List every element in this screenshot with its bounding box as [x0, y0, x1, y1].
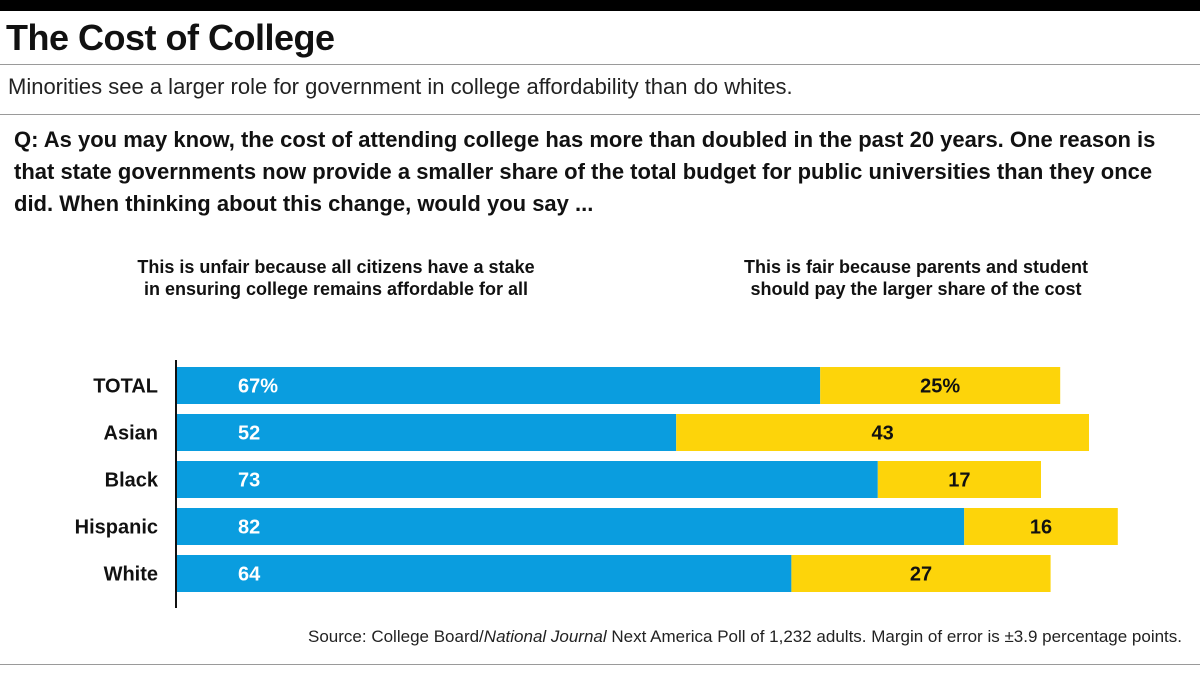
bar-unfair-hispanic [177, 508, 965, 545]
chart-subtitle: Minorities see a larger role for governm… [8, 74, 793, 99]
legend-unfair: This is unfair because all citizens have… [86, 256, 586, 300]
legend-fair-line-2: should pay the larger share of the cost [750, 279, 1082, 299]
legend-unfair-line-1: This is unfair because all citizens have… [137, 257, 535, 277]
survey-question: Q: As you may know, the cost of attendin… [14, 127, 1156, 216]
bar-fair-asian [676, 414, 1089, 451]
source-note: Source: College Board/National Journal N… [308, 626, 1182, 648]
category-label-white: White [104, 564, 158, 586]
subtitle-divider [0, 114, 1200, 115]
top-border-bar [0, 0, 1200, 11]
legend-unfair-line-2: in ensuring college remains affordable f… [143, 279, 529, 299]
bar-fair-hispanic [964, 508, 1118, 545]
bar-unfair-black [177, 461, 878, 498]
data-label-fair-white: 27 [910, 564, 932, 586]
source-publication: National Journal [483, 627, 607, 646]
data-label-fair-hispanic: 16 [1030, 517, 1052, 539]
data-label-unfair-asian: 52 [238, 423, 260, 445]
bar-unfair-total [177, 367, 821, 404]
stacked-bar-chart: TOTAL 67% 25% Asian 52 43 Black 73 17 Hispanic 82 1… [75, 360, 1118, 608]
data-label-fair-asian: 43 [871, 423, 893, 445]
bar-fair-white [791, 555, 1051, 592]
category-label-hispanic: Hispanic [75, 517, 158, 539]
data-label-fair-total: 25% [920, 376, 960, 398]
legend-fair-line-1: This is fair because parents and student [743, 257, 1089, 277]
source-prefix: Source: College Board/ [308, 627, 484, 646]
title-divider [0, 64, 1200, 65]
bar-fair-total [820, 367, 1061, 404]
bar-unfair-asian [177, 414, 677, 451]
bar-unfair-white [177, 555, 792, 592]
data-label-unfair-white: 64 [238, 564, 261, 586]
data-label-unfair-total: 67% [238, 376, 278, 398]
chart-title: The Cost of College [6, 17, 335, 58]
category-label-asian: Asian [104, 423, 158, 445]
category-label-black: Black [105, 470, 159, 492]
data-label-fair-black: 17 [948, 470, 970, 492]
bar-fair-black [877, 461, 1041, 498]
category-label-total: TOTAL [93, 376, 158, 398]
data-label-unfair-hispanic: 82 [238, 517, 260, 539]
data-label-unfair-black: 73 [238, 470, 260, 492]
source-suffix: Next America Poll of 1,232 adults. Margi… [606, 627, 1182, 646]
legend-fair: This is fair because parents and student… [666, 256, 1166, 300]
bottom-divider [0, 664, 1200, 665]
